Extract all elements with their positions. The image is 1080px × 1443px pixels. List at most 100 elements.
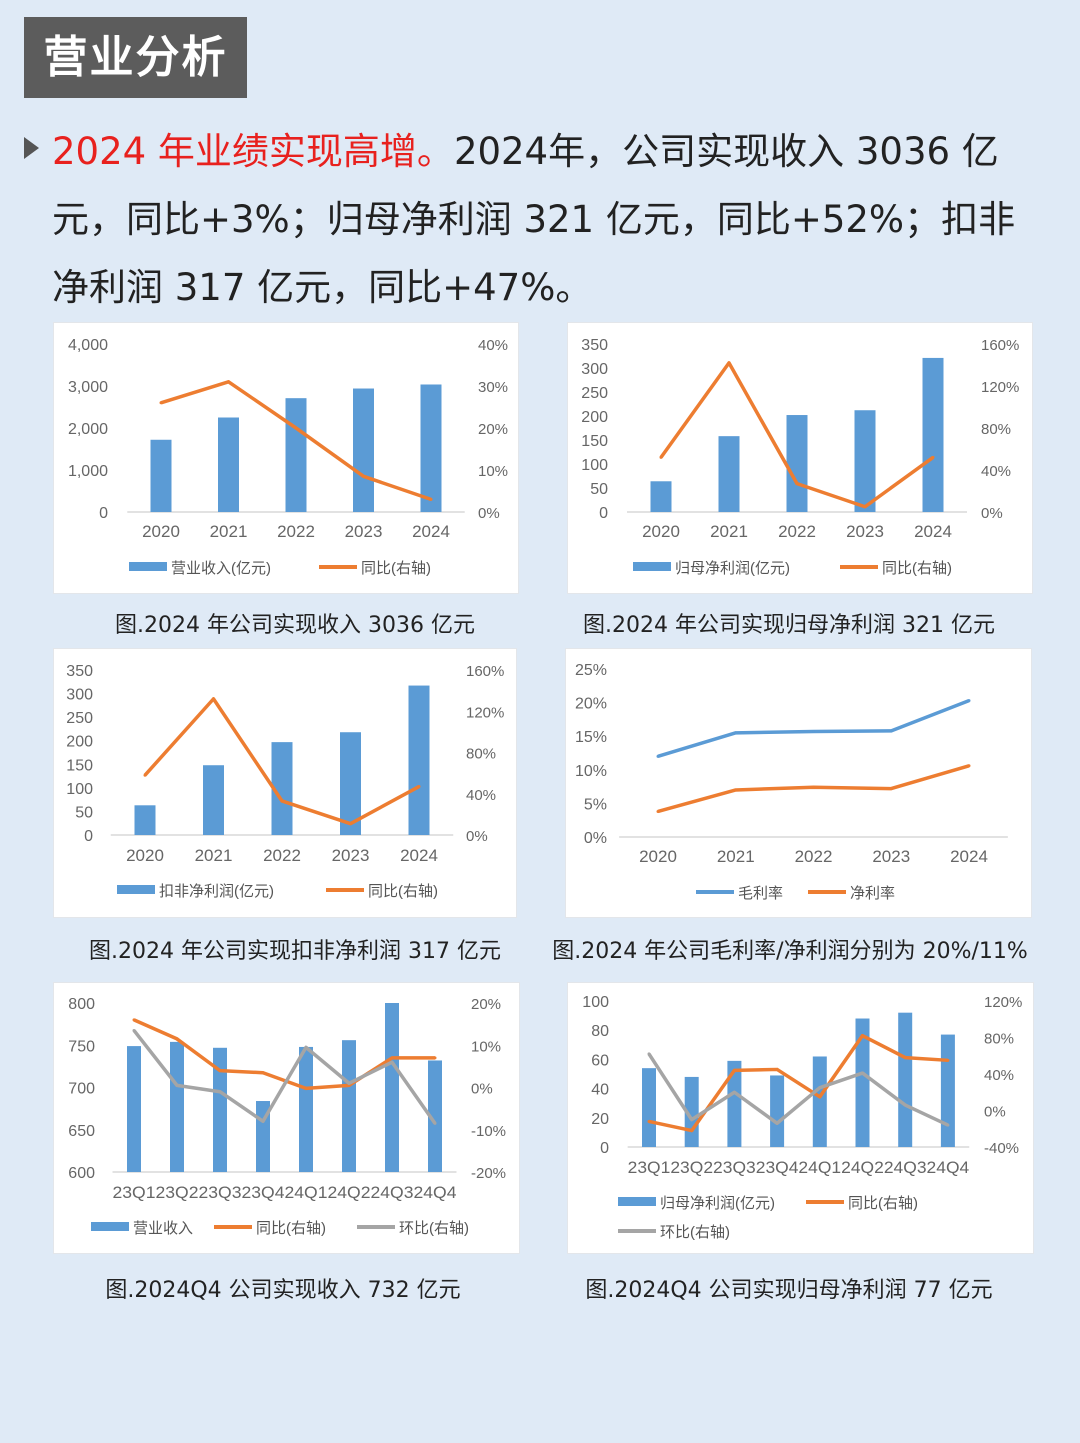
right-axis-tick-label: 120% (981, 379, 1019, 396)
left-axis-tick-label: 200 (581, 409, 608, 426)
left-axis-tick-label: 150 (66, 757, 93, 774)
left-axis-tick-label: 350 (581, 337, 608, 354)
left-axis-tick-label: 0 (600, 1140, 609, 1157)
line-point-23Q4 (261, 1071, 265, 1075)
chart-svg: 0% 5% 10% 15% 20% 25% 2020 2021 2022 2023 2024 毛利率 净… (575, 662, 1008, 902)
right-axis-tick-label: 80% (984, 1031, 1014, 1048)
x-axis-tick-label: 2022 (778, 522, 816, 541)
line-point-23Q3 (218, 1069, 222, 1073)
bar-2024 (922, 357, 944, 512)
line-point-24Q3 (390, 1056, 394, 1060)
line-point-24Q1 (818, 1086, 822, 1090)
bar-24Q3 (385, 1003, 399, 1172)
line-point-23Q2 (175, 1037, 179, 1041)
caption-net-profit-quarterly: 图.2024Q4 公司实现归母净利润 77 亿元 (585, 1278, 993, 1303)
bar-2021 (203, 765, 224, 835)
line-point-2023 (349, 822, 352, 826)
left-axis-tick-label: 100 (582, 994, 609, 1011)
line-point-2021 (212, 697, 215, 701)
right-axis-tick-label: 30% (478, 379, 508, 396)
line-point-2023 (889, 787, 893, 791)
line-point-2020 (656, 754, 660, 758)
x-axis-tick-label: 2024 (400, 846, 438, 865)
right-axis-tick-label: 20% (478, 421, 508, 438)
line-series-1 (648, 1033, 949, 1133)
x-axis-tick-label: 24Q2 (841, 1158, 884, 1177)
x-axis-tick-label: 2021 (717, 847, 755, 866)
x-axis-tick-label: 23Q2 (156, 1183, 199, 1202)
line-point-2022 (812, 729, 815, 733)
left-axis-tick-label: 650 (68, 1123, 95, 1140)
line-point-2023 (863, 505, 867, 509)
left-axis-tick-label: 700 (68, 1081, 95, 1098)
bullet-triangle-icon (24, 137, 39, 159)
legend-label: 扣非净利润(亿元) (159, 883, 274, 900)
bar-2024 (420, 384, 442, 512)
legend-label: 营业收入 (133, 1220, 193, 1237)
x-axis-tick-label: 24Q3 (371, 1183, 414, 1202)
left-axis-tick-label: 10% (575, 763, 607, 780)
left-axis-tick-label: 0 (84, 828, 93, 845)
bar-23Q4 (770, 1075, 785, 1147)
caption-margins-annual: 图.2024 年公司毛利率/净利润分别为 20%/11% (552, 939, 1028, 964)
legend-label: 归母净利润(亿元) (675, 560, 790, 577)
line-point-24Q2 (861, 1071, 864, 1075)
left-axis-tick-label: 80 (591, 1023, 609, 1040)
bar-2022 (271, 742, 293, 835)
left-axis-tick-label: 50 (590, 481, 608, 498)
x-axis-tick-label: 24Q4 (927, 1158, 970, 1177)
right-axis-tick-label: 40% (981, 463, 1011, 480)
legend-label: 毛利率 (738, 885, 783, 902)
x-axis-tick-label: 2021 (195, 846, 233, 865)
chart-net-profit-quarterly: 0 20 40 60 80 100 -40% 0% 40% 80% 120% 23Q1 23Q2 23Q3… (567, 982, 1034, 1254)
x-axis-tick-label: 2021 (210, 522, 248, 541)
x-axis-tick-label: 2020 (639, 847, 677, 866)
bar-24Q4 (428, 1060, 442, 1172)
legend-label: 同比(右轴) (256, 1220, 326, 1237)
chart-revenue-quarterly: 600 650 700 750 800 -20% -10% 0% 10% 20% 23Q1 23Q2 2… (53, 982, 520, 1254)
legend-label: 同比(右轴) (848, 1195, 918, 1212)
line-point-2024 (967, 764, 971, 768)
chart-svg: 0 1,000 2,000 3,000 4,000 0% 10% 20% 30% 40% 2020 2… (68, 337, 508, 577)
caption-net-profit-annual: 图.2024 年公司实现归母净利润 321 亿元 (583, 613, 995, 638)
bar-24Q1 (812, 1056, 827, 1147)
line-point-23Q4 (775, 1067, 779, 1071)
left-axis-tick-label: 750 (68, 1038, 95, 1055)
right-axis-tick-label: 160% (981, 337, 1019, 354)
right-axis-tick-label: 0% (466, 828, 488, 845)
line-point-23Q2 (690, 1118, 694, 1122)
line-point-23Q2 (690, 1129, 694, 1133)
legend-swatch-bar (633, 562, 671, 571)
line-series-0 (657, 698, 970, 759)
right-axis-tick-label: 120% (984, 994, 1022, 1011)
line-point-2021 (734, 731, 738, 735)
left-axis-tick-label: 60 (591, 1052, 609, 1069)
line-point-2020 (143, 773, 147, 777)
line-point-24Q4 (433, 1121, 437, 1125)
right-axis-tick-label: 10% (471, 1038, 501, 1055)
x-axis-tick-label: 23Q4 (756, 1158, 799, 1177)
right-axis-tick-label: 0% (984, 1104, 1006, 1121)
line-series-2 (647, 1052, 949, 1127)
chart-margins-annual: 0% 5% 10% 15% 20% 25% 2020 2021 2022 2023 2024 毛利率 净… (565, 648, 1032, 918)
chart-net-profit-annual: 0 50 100 150 200 250 300 350 0% 40% 80% 120% 160% 202… (567, 322, 1033, 594)
x-axis-tick-label: 2023 (872, 847, 910, 866)
intro-paragraph: 2024 年业绩实现高增。2024年，公司实现收入 3036 亿元，同比+3%；… (52, 118, 1052, 322)
bar-2023 (340, 732, 361, 835)
line-point-2022 (795, 482, 799, 486)
line-point-24Q1 (304, 1086, 308, 1090)
line-point-2022 (280, 799, 284, 803)
legend-label: 同比(右轴) (368, 883, 438, 900)
left-axis-tick-label: 300 (581, 361, 608, 378)
legend-label: 营业收入(亿元) (171, 560, 271, 577)
left-axis-tick-label: 2,000 (68, 421, 108, 438)
line-point-24Q2 (861, 1034, 864, 1038)
left-axis-tick-label: 150 (581, 433, 608, 450)
left-axis-tick-label: 25% (575, 662, 607, 679)
x-axis-tick-label: 24Q3 (884, 1158, 927, 1177)
line-point-24Q3 (390, 1060, 394, 1064)
chart-svg: 0 50 100 150 200 250 300 350 0% 40% 80% 120% 160% 202… (66, 663, 504, 900)
right-axis-tick-label: -20% (471, 1165, 506, 1182)
line-point-24Q1 (818, 1095, 822, 1099)
